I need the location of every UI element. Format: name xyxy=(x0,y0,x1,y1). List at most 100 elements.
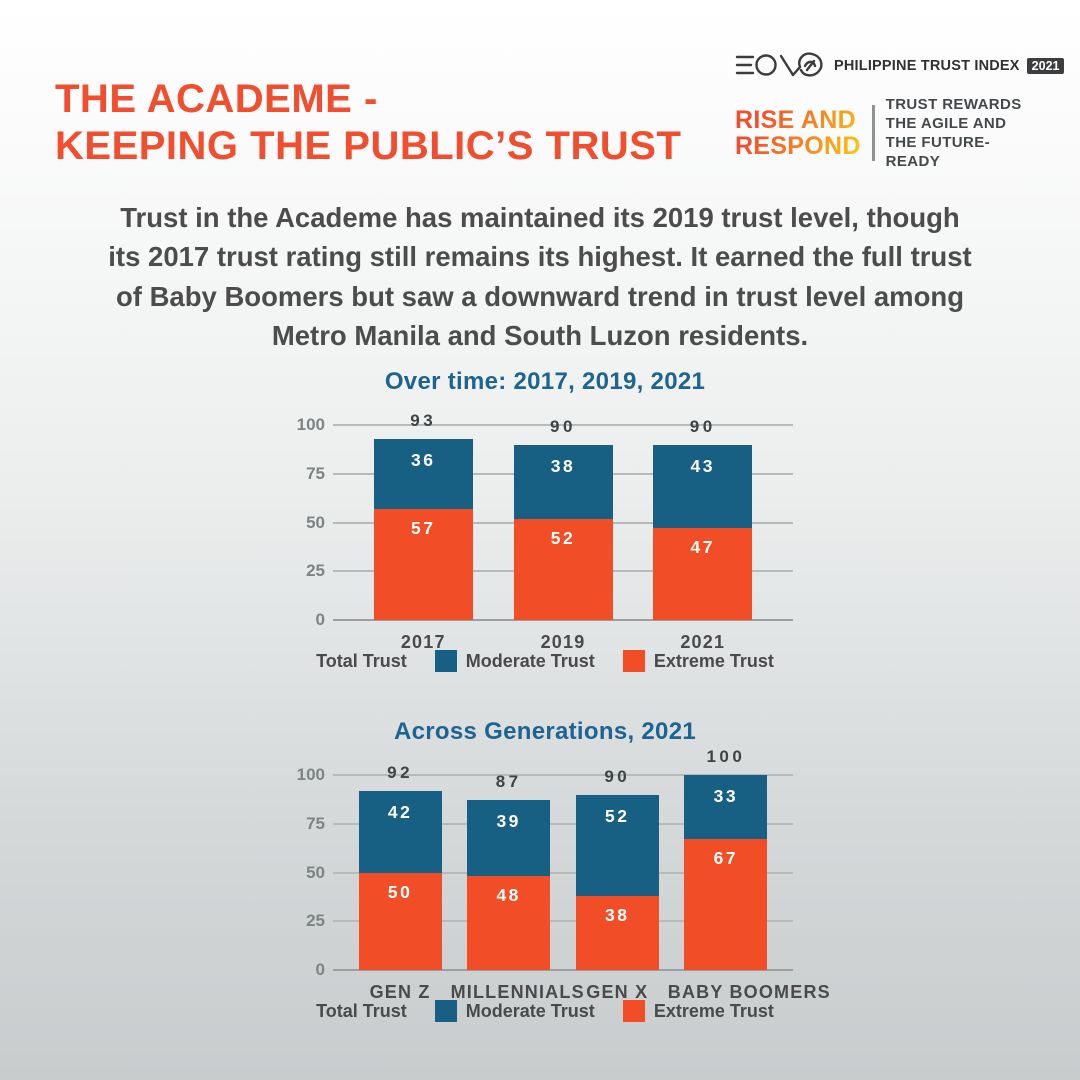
x-axis-category-label: 2021 xyxy=(680,632,726,652)
eon-logo-n xyxy=(779,54,795,77)
y-tick-label: 0 xyxy=(315,960,325,979)
total-trust-label: 87 xyxy=(495,772,522,792)
chart-across-generations-legend: Total Trust Moderate Trust Extreme Trust xyxy=(285,1000,805,1022)
legend-moderate-trust-label: Moderate Trust xyxy=(465,1000,595,1021)
total-trust-label: 90 xyxy=(550,416,576,436)
y-tick-label: 50 xyxy=(306,862,325,882)
chart-over-time-title: Over time: 2017, 2019, 2021 xyxy=(384,368,706,395)
total-trust-label: 93 xyxy=(410,410,437,430)
x-axis-category-label: 2017 xyxy=(400,632,446,652)
page-title: THE ACADEME - KEEPING THE PUBLIC’S TRUST xyxy=(55,76,681,170)
legend-moderate-trust-label: Moderate Trust xyxy=(465,650,595,671)
moderate-trust-value: 38 xyxy=(550,455,576,476)
campaign-line2: RESPOND xyxy=(735,132,861,161)
moderate-trust-segment: 36 xyxy=(373,438,473,509)
y-tick-label: 50 xyxy=(306,512,325,532)
chart-across-generations: Across Generations, 2021 0 25 50 75 100 92 42 5… xyxy=(285,718,830,1022)
extreme-trust-swatch-icon xyxy=(622,650,645,672)
page-title-line2: KEEPING THE PUBLIC’S TRUST xyxy=(55,123,682,168)
legend-extreme-trust-label: Extreme Trust xyxy=(653,1000,774,1021)
tagline-line1: TRUST REWARDS xyxy=(885,96,1022,113)
x-axis-category-label: GEN X xyxy=(586,982,649,1002)
total-trust-label: 90 xyxy=(689,416,716,436)
extreme-trust-segment: 47 xyxy=(653,528,753,620)
brand-block: PHILIPPINE TRUST INDEX 2021 RISE AND RES… xyxy=(735,48,1065,171)
moderate-trust-value: 43 xyxy=(690,455,715,476)
extreme-trust-segment: 48 xyxy=(467,876,551,970)
gridline-25: 25 xyxy=(306,911,793,930)
moderate-trust-swatch-icon xyxy=(434,1000,457,1022)
gridline-100: 100 xyxy=(297,415,793,434)
brand-row-logo: PHILIPPINE TRUST INDEX 2021 xyxy=(735,48,1065,84)
bar-stack: 33 67 xyxy=(684,775,768,970)
bar-stack: 42 50 xyxy=(358,790,442,970)
bars-row: 92 42 50 GEN Z 87 39 48 MILLENNIALS 90 52 38 GEN X 1… xyxy=(333,747,830,1002)
extreme-trust-value: 50 xyxy=(387,881,413,902)
y-tick-label: 25 xyxy=(306,911,325,931)
gridline-100: 100 xyxy=(297,765,793,784)
extreme-trust-value: 48 xyxy=(496,885,521,906)
total-trust-label: 92 xyxy=(387,762,414,782)
x-axis-category-label: BABY BOOMERS xyxy=(667,982,831,1002)
extreme-trust-value: 47 xyxy=(690,537,715,558)
bar-stack: 43 47 xyxy=(653,444,753,620)
x-axis-category-label: 2019 xyxy=(540,632,586,652)
legend-total-trust-label: Total Trust xyxy=(316,1000,407,1021)
bar-group: 93 36 57 2017 xyxy=(373,411,473,652)
campaign-tagline: TRUST REWARDS THE AGILE AND THE FUTURE-R… xyxy=(886,95,1040,171)
moderate-trust-segment: 39 xyxy=(467,800,551,877)
legend-extreme-trust: Extreme Trust xyxy=(622,650,774,672)
moderate-trust-segment: 52 xyxy=(575,794,659,896)
tagline-line2: THE AGILE AND xyxy=(885,115,1007,133)
extreme-trust-value: 67 xyxy=(713,848,739,869)
moderate-trust-segment: 38 xyxy=(513,444,613,519)
intro-paragraph: Trust in the Academe has maintained its … xyxy=(108,202,972,351)
brand-row-campaign: RISE AND RESPOND TRUST REWARDS THE AGILE… xyxy=(735,95,1040,171)
chart-over-time-legend: Total Trust Moderate Trust Extreme Trust xyxy=(285,650,805,672)
bar-stack: 52 38 xyxy=(575,794,659,970)
brand-divider xyxy=(871,105,875,162)
legend-total-trust-label: Total Trust xyxy=(316,650,407,671)
bar-group: 90 43 47 2021 xyxy=(653,417,753,652)
legend-extreme-trust-label: Extreme Trust xyxy=(653,650,774,671)
extreme-trust-segment: 52 xyxy=(513,518,613,620)
extreme-trust-value: 38 xyxy=(605,904,630,925)
gridline-0: 0 xyxy=(316,610,793,629)
eon-logo xyxy=(735,52,823,77)
total-trust-label: 90 xyxy=(604,766,631,786)
y-tick-label: 100 xyxy=(296,765,325,784)
gridline-0: 0 xyxy=(316,960,793,979)
moderate-trust-swatch-icon xyxy=(434,650,457,672)
eon-logo-o xyxy=(755,54,777,76)
chart-over-time-plot: 0 25 50 75 100 93 36 57 2017 90 38 52 2019 90 43 47 2021 xyxy=(297,411,793,652)
campaign-line1: RISE AND xyxy=(735,105,856,134)
extreme-trust-value: 57 xyxy=(411,517,436,538)
moderate-trust-segment: 42 xyxy=(358,790,442,873)
moderate-trust-value: 42 xyxy=(387,801,413,822)
y-grid: 0 25 50 75 100 xyxy=(297,765,793,979)
year-badge: 2021 xyxy=(1026,58,1065,74)
legend-moderate-trust: Moderate Trust xyxy=(434,1000,595,1022)
y-tick-label: 75 xyxy=(306,813,325,833)
bars-row: 93 36 57 2017 90 38 52 2019 90 43 47 2021 xyxy=(333,411,793,652)
eon-logo-e xyxy=(735,55,755,75)
moderate-trust-value: 39 xyxy=(496,811,521,832)
moderate-trust-value: 33 xyxy=(713,786,739,807)
y-tick-label: 75 xyxy=(306,463,325,483)
extreme-trust-segment: 67 xyxy=(684,839,768,970)
moderate-trust-value: 52 xyxy=(605,805,630,826)
gridline-75: 75 xyxy=(306,814,793,833)
chart-across-generations-plot: 0 25 50 75 100 92 42 50 GEN Z 87 39 48 MILLENNIALS 90… xyxy=(297,747,830,1002)
legend-total-trust: Total Trust xyxy=(316,1001,407,1022)
campaign-wordmark: RISE AND RESPOND xyxy=(735,107,861,160)
total-trust-label: 100 xyxy=(706,747,746,766)
bar-group: 90 38 52 2019 xyxy=(513,417,613,652)
extreme-trust-segment: 57 xyxy=(373,508,473,620)
moderate-trust-segment: 33 xyxy=(684,775,768,840)
bar-group: 87 39 48 MILLENNIALS xyxy=(451,772,584,1002)
extreme-trust-segment: 38 xyxy=(575,895,659,970)
bar-stack: 38 52 xyxy=(513,444,613,620)
philippine-trust-index-label: PHILIPPINE TRUST INDEX xyxy=(834,58,1020,74)
extreme-trust-value: 52 xyxy=(550,527,576,548)
